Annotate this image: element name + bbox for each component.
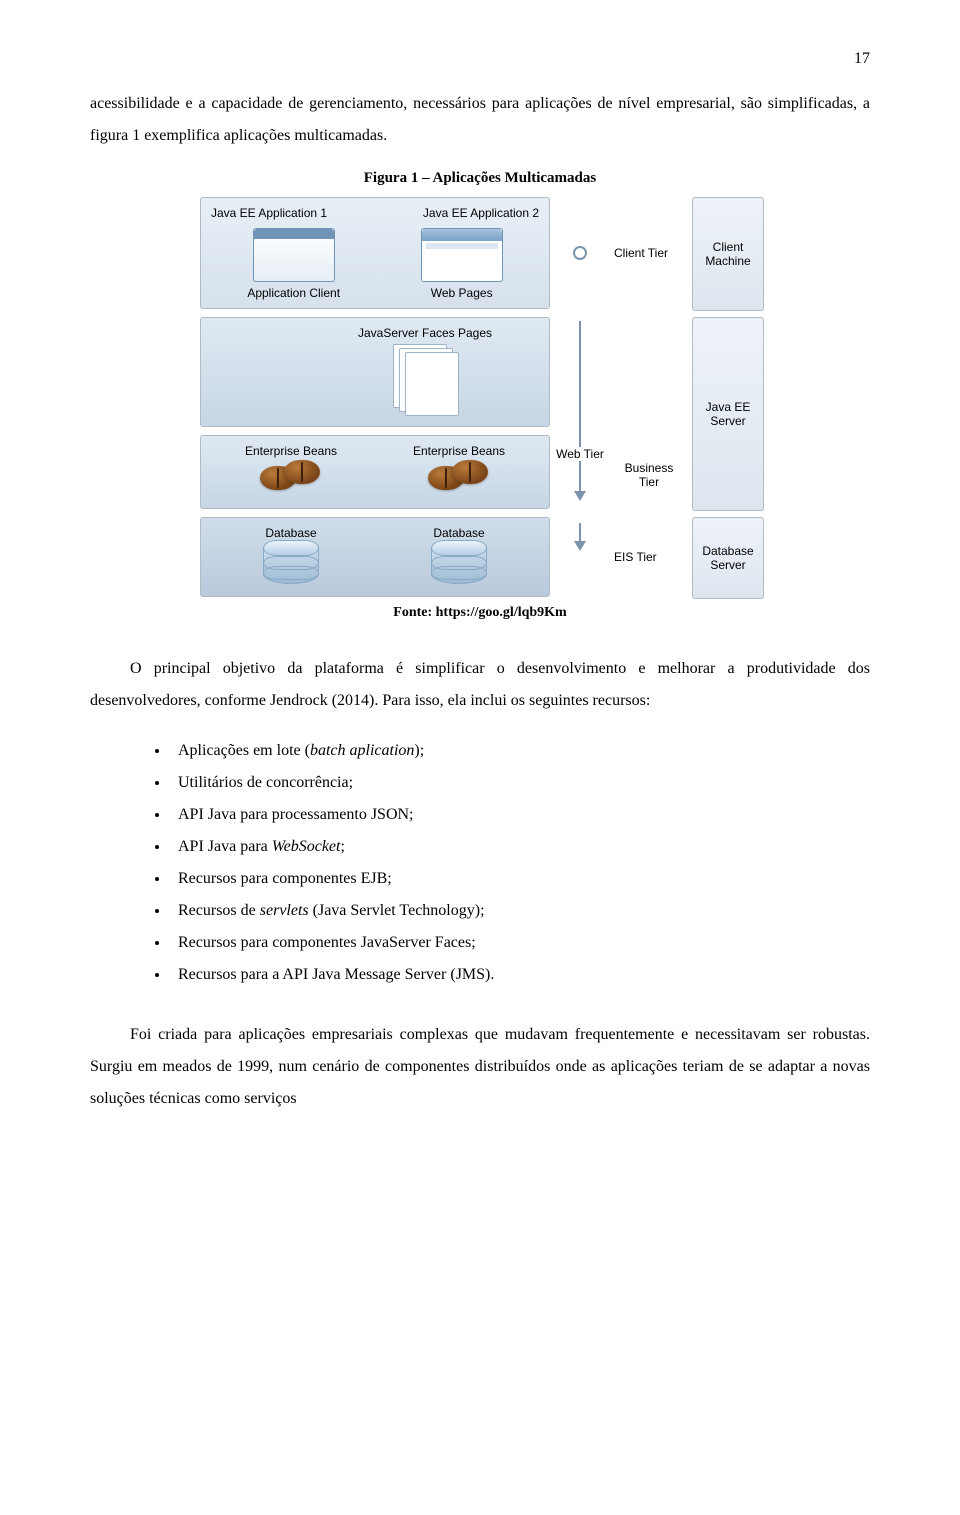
list-item: Recursos de servlets (Java Servlet Techn… bbox=[170, 895, 870, 927]
ejb2-label: Enterprise Beans bbox=[413, 444, 505, 458]
list-item: Utilitários de concorrência; bbox=[170, 767, 870, 799]
arrow-line-icon bbox=[579, 321, 581, 447]
list-item: Recursos para a API Java Message Server … bbox=[170, 959, 870, 991]
database-server-box: Database Server bbox=[692, 517, 764, 599]
app-client-icon bbox=[253, 228, 335, 282]
jsf-pages-icon bbox=[393, 344, 457, 414]
db1-label: Database bbox=[263, 526, 319, 540]
list-item: Recursos para componentes EJB; bbox=[170, 863, 870, 895]
web-pages-icon bbox=[421, 228, 503, 282]
javaee-server-box: Java EE Server bbox=[692, 317, 764, 511]
arrow-start-icon bbox=[573, 246, 587, 260]
figure-source: Fonte: https://goo.gl/lqb9Km bbox=[90, 605, 870, 621]
db2-label: Database bbox=[431, 526, 487, 540]
web-pages-label: Web Pages bbox=[421, 286, 503, 300]
beans-icon-1 bbox=[256, 458, 326, 498]
eis-tier-label: EIS Tier bbox=[614, 550, 657, 564]
arrow-head-icon bbox=[574, 491, 586, 501]
client-tier-label: Client Tier bbox=[614, 246, 668, 260]
arrow-head-eis-icon bbox=[574, 541, 586, 551]
list-item: API Java para processamento JSON; bbox=[170, 799, 870, 831]
business-tier-panel: Enterprise Beans Enterprise Beans bbox=[200, 435, 550, 509]
figure-title: Figura 1 – Aplicações Multicamadas bbox=[90, 170, 870, 187]
paragraph-3: Foi criada para aplicações empresariais … bbox=[90, 1019, 870, 1115]
eis-tier-panel: Database Database bbox=[200, 517, 550, 597]
app2-title: Java EE Application 2 bbox=[423, 206, 539, 220]
list-item: Aplicações em lote (batch aplication); bbox=[170, 735, 870, 767]
jsf-pages-label: JavaServer Faces Pages bbox=[311, 326, 539, 340]
client-tier-panel: Java EE Application 1 Java EE Applicatio… bbox=[200, 197, 550, 309]
client-machine-box: Client Machine bbox=[692, 197, 764, 311]
database-icon-2 bbox=[431, 540, 487, 584]
figure-diagram: Java EE Application 1 Java EE Applicatio… bbox=[200, 197, 760, 597]
web-tier-label: Web Tier bbox=[556, 447, 604, 461]
business-tier-label: Business Tier bbox=[614, 461, 684, 489]
ejb1-label: Enterprise Beans bbox=[245, 444, 337, 458]
paragraph-2: O principal objetivo da plataforma é sim… bbox=[90, 653, 870, 717]
list-item: Recursos para componentes JavaServer Fac… bbox=[170, 927, 870, 959]
paragraph-1: acessibilidade e a capacidade de gerenci… bbox=[90, 88, 870, 152]
list-item: API Java para WebSocket; bbox=[170, 831, 870, 863]
app-client-label: Application Client bbox=[247, 286, 340, 300]
page-number: 17 bbox=[90, 50, 870, 68]
bullet-list: Aplicações em lote (batch aplication); U… bbox=[90, 735, 870, 991]
beans-icon-2 bbox=[424, 458, 494, 498]
web-tier-panel: JavaServer Faces Pages bbox=[200, 317, 550, 427]
database-icon-1 bbox=[263, 540, 319, 584]
app1-title: Java EE Application 1 bbox=[211, 206, 327, 220]
